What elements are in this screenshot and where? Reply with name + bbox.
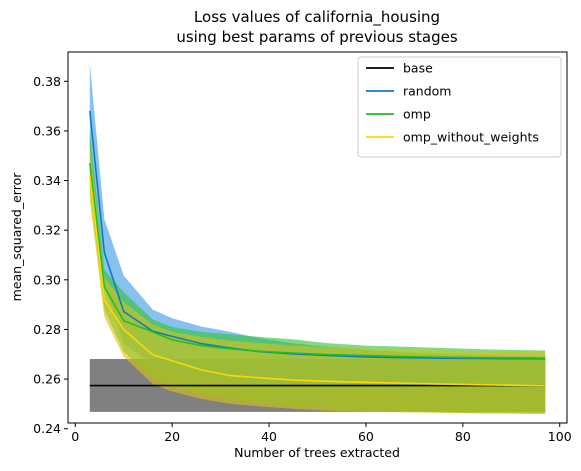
legend-label-omp: omp [403, 107, 431, 122]
x-axis-label: Number of trees extracted [234, 445, 400, 460]
y-axis-ticks: 0.24 0.26 0.28 0.30 0.32 0.34 0.36 0.38 [33, 74, 68, 436]
y-tick-label: 0.26 [33, 372, 61, 387]
y-tick-label: 0.28 [33, 322, 61, 337]
omp-line [89, 163, 546, 360]
omp-without-weights-line [89, 175, 546, 387]
series-lines [89, 110, 546, 387]
y-axis-label: mean_squared_error [9, 172, 24, 302]
legend-label-base: base [403, 61, 433, 76]
x-tick-label: 60 [358, 429, 374, 444]
omp-without-weights-band [89, 143, 546, 414]
chart-title-line-1: Loss values of california_housing [194, 8, 440, 27]
x-tick-label: 40 [261, 429, 277, 444]
plot-frame [67, 51, 568, 424]
y-tick-label: 0.36 [33, 123, 61, 138]
y-tick-label: 0.34 [33, 173, 61, 188]
x-tick-label: 80 [455, 429, 471, 444]
chart-title: Loss values of california_housing using … [176, 8, 458, 46]
y-tick-label: 0.32 [33, 223, 61, 238]
y-tick-label: 0.24 [33, 421, 61, 436]
legend-label-omp-without-weights: omp_without_weights [403, 130, 539, 145]
legend-frame [357, 56, 562, 158]
y-tick-label: 0.30 [33, 272, 61, 287]
x-tick-label: 0 [71, 429, 79, 444]
legend: base random omp omp_without_weights [357, 56, 562, 158]
y-tick-label: 0.38 [33, 74, 61, 89]
x-tick-label: 100 [548, 429, 572, 444]
legend-label-random: random [403, 84, 451, 99]
x-tick-label: 20 [164, 429, 180, 444]
chart-title-line-2: using best params of previous stages [176, 28, 458, 46]
x-axis-ticks: 0 20 40 60 80 100 [71, 423, 572, 444]
